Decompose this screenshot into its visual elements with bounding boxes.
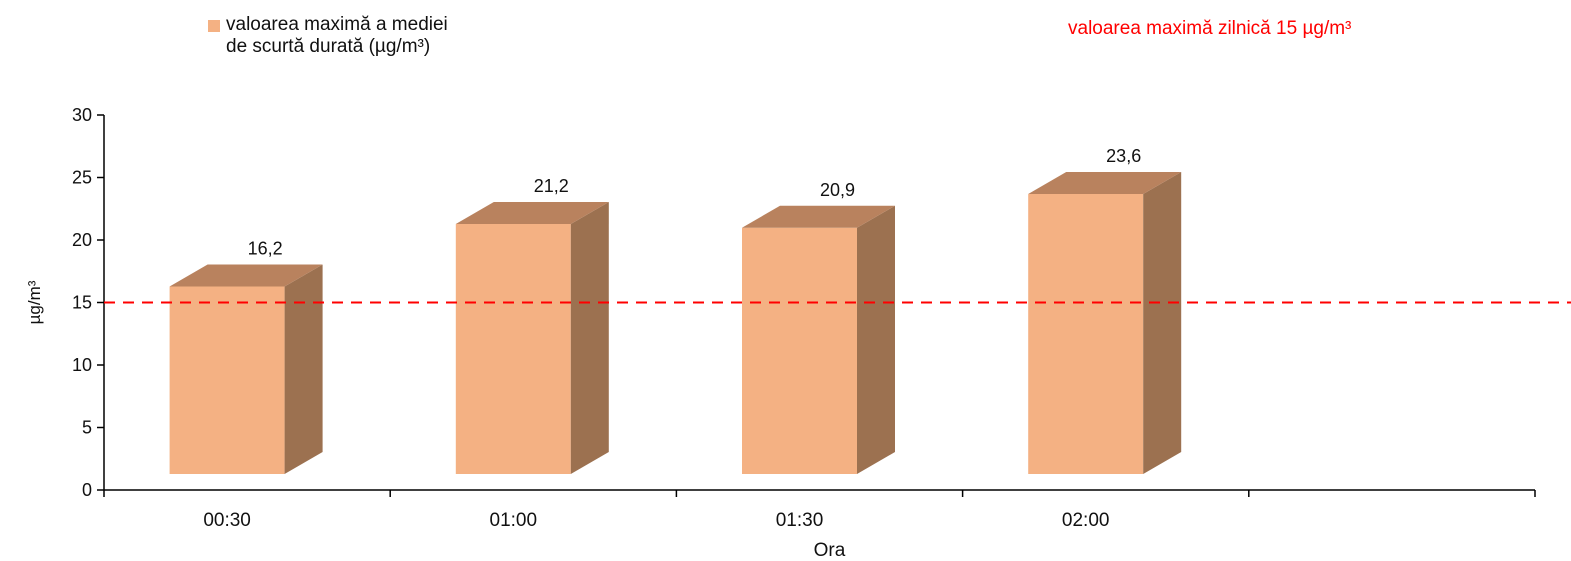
- bar-top-0: [169, 264, 323, 287]
- bar-top-3: [1028, 172, 1182, 194]
- x-tick-label-0: 00:30: [203, 510, 251, 531]
- reference-line-label: valoarea maximă zilnică 15 µg/m³: [1068, 18, 1352, 39]
- y-tick-label-6: 30: [72, 105, 92, 125]
- bar-front-1: [455, 224, 571, 474]
- legend-label-line-2: de scurtă durată (µg/m³): [226, 36, 431, 57]
- y-tick-label-3: 15: [72, 293, 92, 313]
- y-tick-label-1: 5: [82, 418, 92, 438]
- bar-top-1: [455, 202, 609, 224]
- data-label-1: 21,2: [534, 176, 569, 196]
- bar-front-3: [1028, 194, 1144, 474]
- bar-side-0: [284, 264, 323, 474]
- y-tick-label-2: 10: [72, 355, 92, 375]
- data-label-0: 16,2: [248, 239, 283, 259]
- bar-front-0: [169, 286, 285, 474]
- bar-top-2: [742, 205, 895, 228]
- bar-side-2: [857, 205, 895, 474]
- x-tick-label-1: 01:00: [490, 510, 538, 531]
- y-tick-label-5: 25: [72, 168, 92, 188]
- y-tick-label-0: 0: [82, 480, 92, 500]
- bar-side-1: [570, 202, 609, 474]
- y-axis-title: µg/m³: [25, 280, 44, 324]
- y-tick-label-4: 20: [72, 230, 92, 250]
- legend-label-line-1: valoarea maximă a mediei: [226, 14, 448, 35]
- legend-label: valoarea maximă a mediei de scurtă durat…: [226, 14, 586, 58]
- bar-side-3: [1143, 172, 1182, 474]
- x-tick-label-3: 02:00: [1062, 510, 1110, 531]
- data-label-2: 20,9: [820, 180, 855, 200]
- x-tick-label-2: 01:30: [776, 510, 824, 531]
- bar-front-2: [742, 227, 857, 474]
- x-axis-title: Ora: [814, 540, 846, 561]
- data-label-3: 23,6: [1106, 146, 1141, 166]
- legend-swatch: [208, 20, 220, 32]
